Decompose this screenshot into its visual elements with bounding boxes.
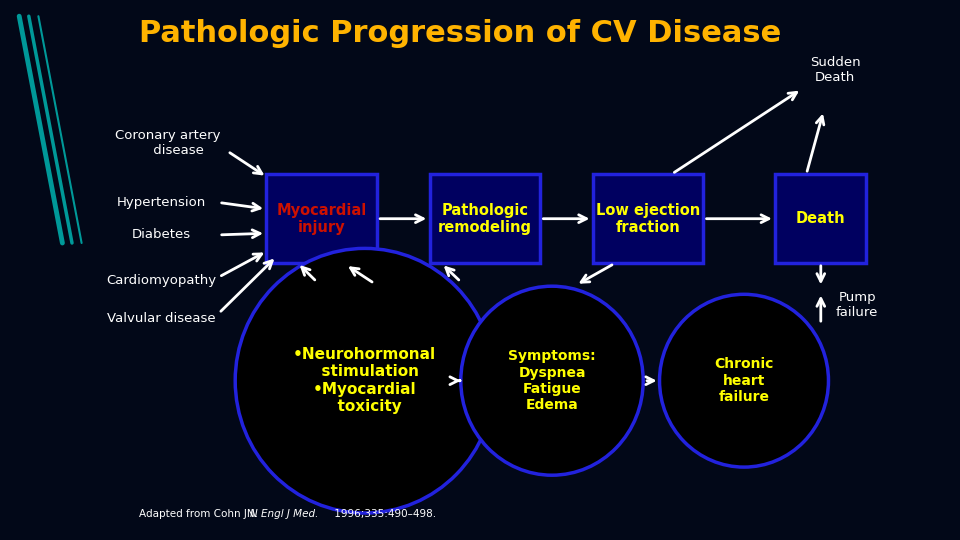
Ellipse shape [461,286,643,475]
Ellipse shape [660,294,828,467]
Text: Pathologic Progression of CV Disease: Pathologic Progression of CV Disease [139,19,781,48]
Text: Cardiomyopathy: Cardiomyopathy [107,274,216,287]
Text: 1996;335:490–498.: 1996;335:490–498. [331,509,437,519]
Text: •Neurohormonal
  stimulation
•Myocardial
  toxicity: •Neurohormonal stimulation •Myocardial t… [293,347,437,414]
Text: Low ejection
fraction: Low ejection fraction [596,202,700,235]
FancyBboxPatch shape [267,174,376,263]
Text: Pump
failure: Pump failure [836,291,878,319]
Text: Pathologic
remodeling: Pathologic remodeling [438,202,532,235]
Text: Myocardial
injury: Myocardial injury [276,202,367,235]
Text: Coronary artery
     disease: Coronary artery disease [115,129,221,157]
Text: Valvular disease: Valvular disease [107,312,216,325]
FancyBboxPatch shape [430,174,540,263]
Text: Adapted from Cohn JN.: Adapted from Cohn JN. [139,509,261,519]
Text: Symptoms:
Dyspnea
Fatigue
Edema: Symptoms: Dyspnea Fatigue Edema [508,349,596,412]
Text: Sudden
Death: Sudden Death [810,56,860,84]
Text: Diabetes: Diabetes [132,228,191,241]
FancyBboxPatch shape [776,174,866,263]
Text: N Engl J Med.: N Engl J Med. [250,509,318,519]
Text: Death: Death [796,211,846,226]
Text: Hypertension: Hypertension [117,196,205,209]
Text: Chronic
heart
failure: Chronic heart failure [714,357,774,404]
FancyBboxPatch shape [593,174,703,263]
Ellipse shape [235,248,494,513]
